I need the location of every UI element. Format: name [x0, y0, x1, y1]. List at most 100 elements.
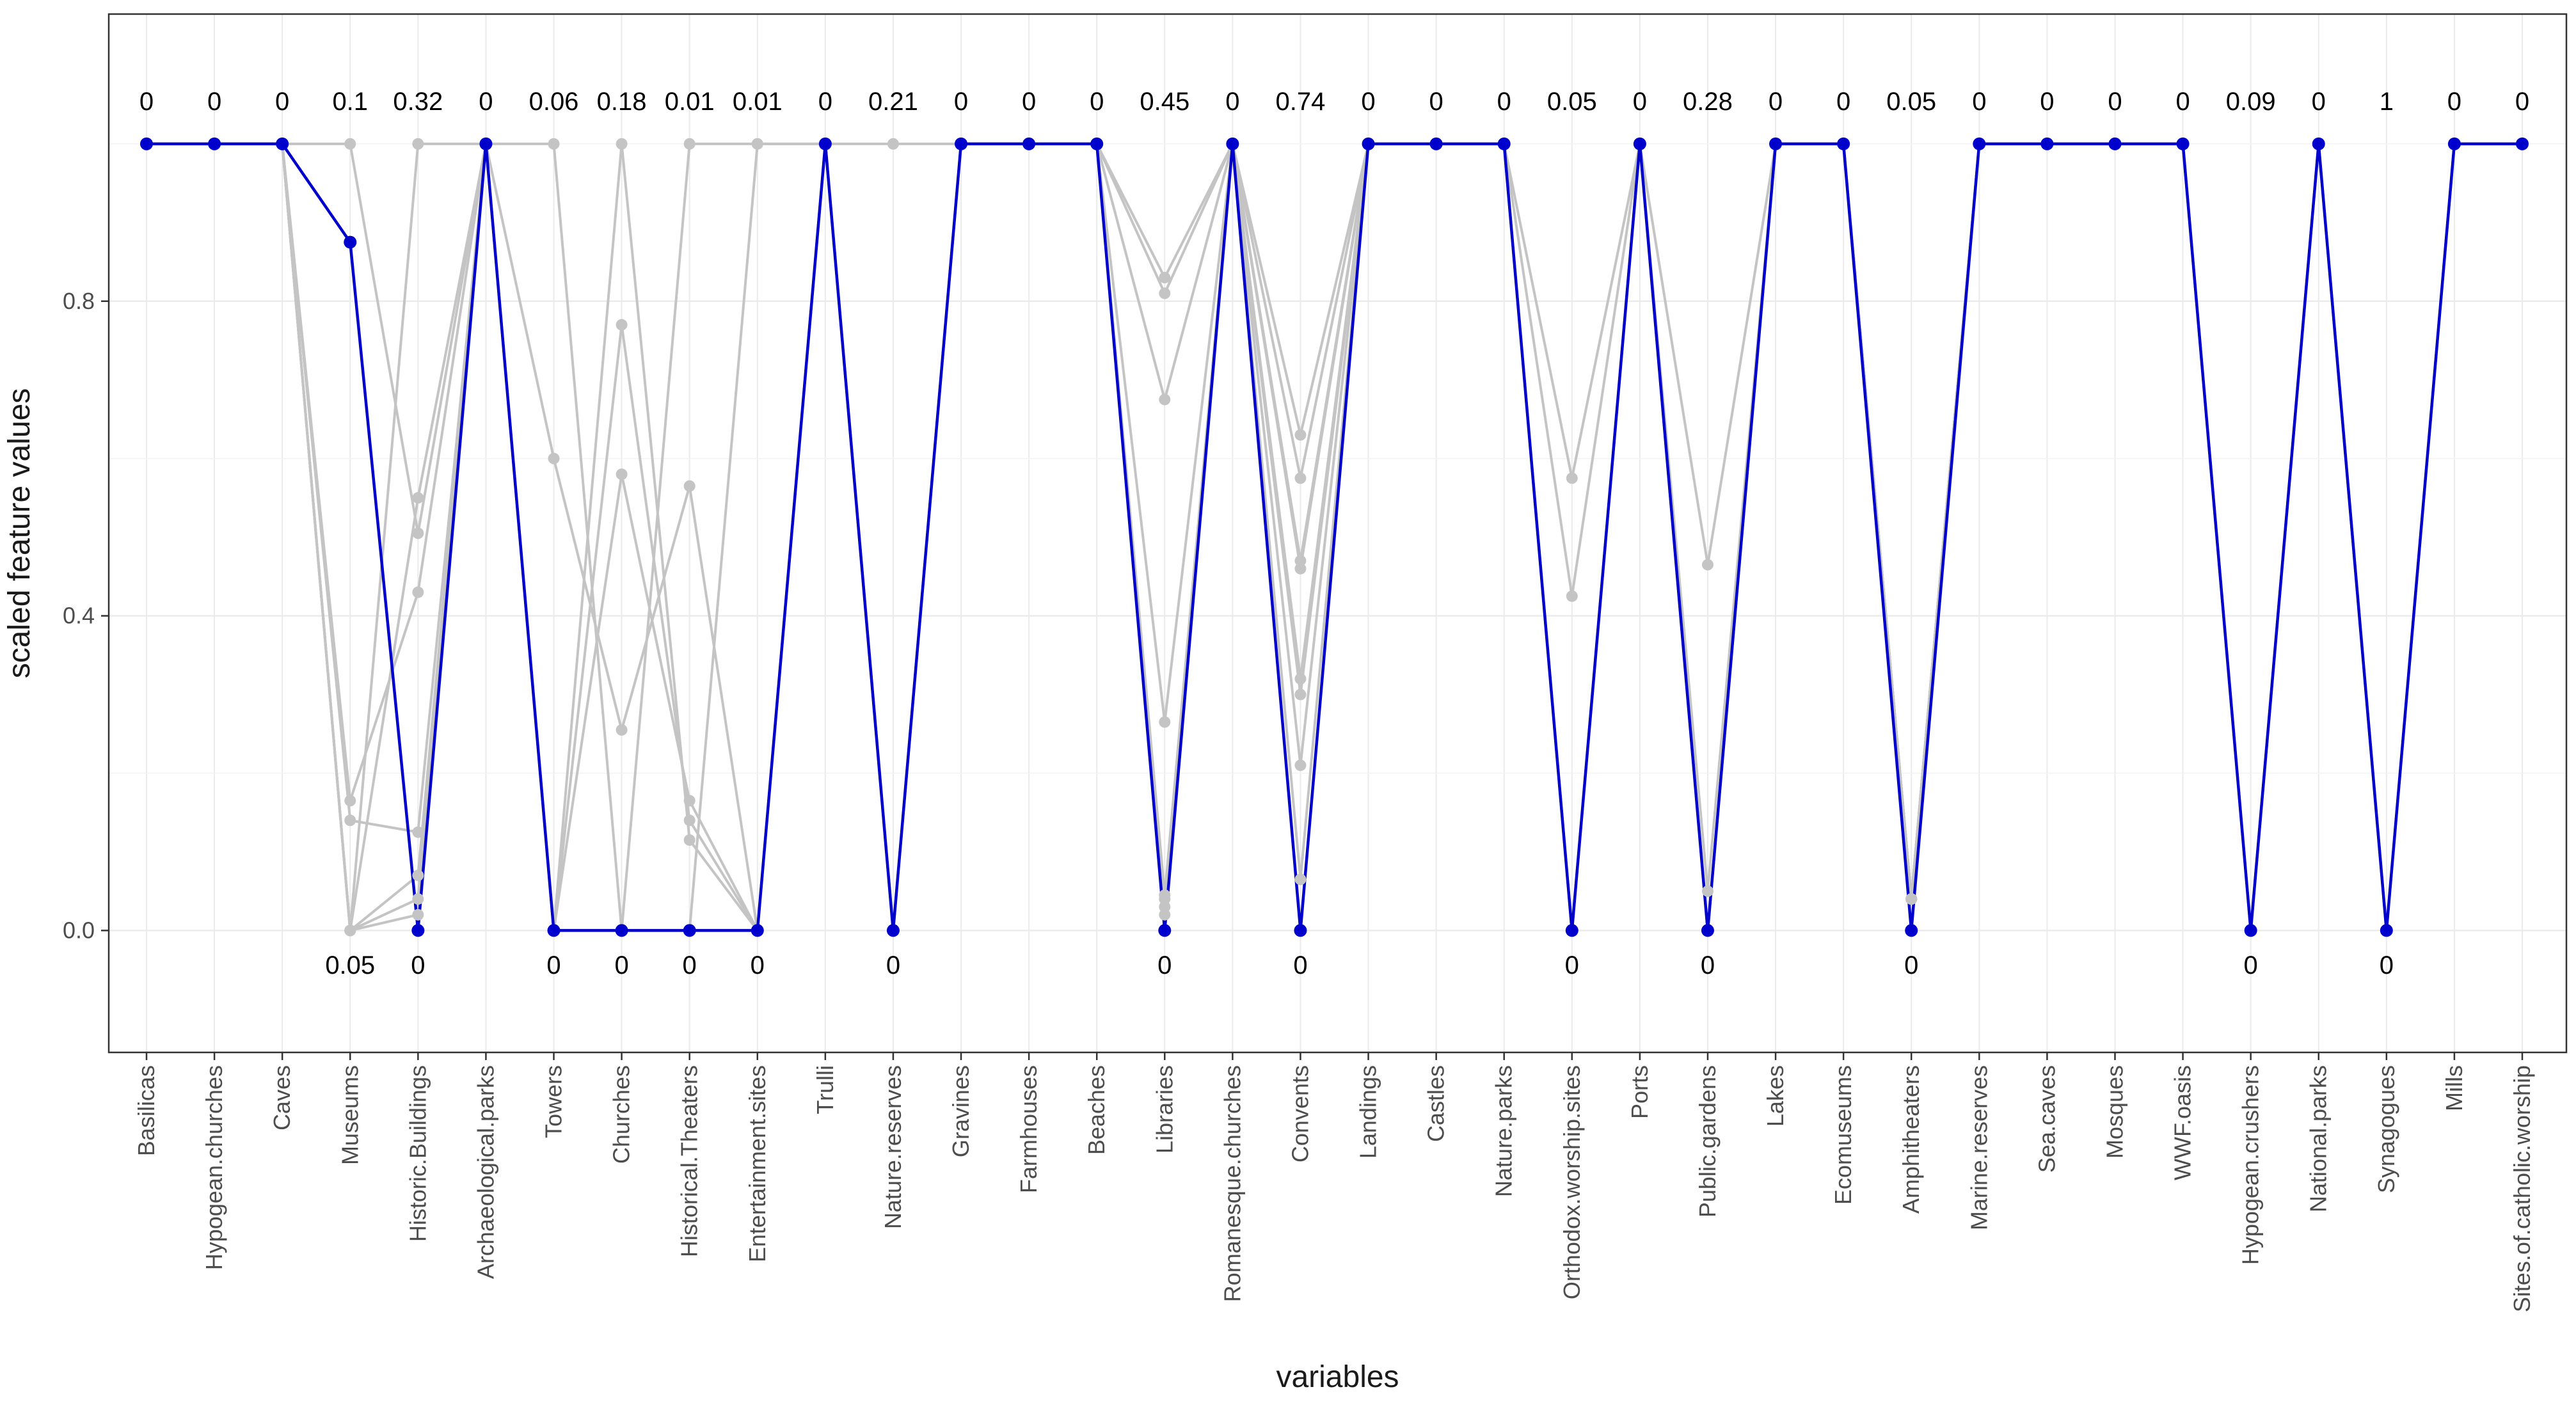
point-other-1-Orthodox.worship.sites [1566, 472, 1578, 484]
point-other-5-Nature.reserves [887, 138, 899, 150]
top-value-label: 0 [1361, 88, 1375, 116]
point-other-3-Churches [616, 468, 628, 480]
top-value-label: 0 [2108, 88, 2122, 116]
point-other-7-Convents [1294, 759, 1307, 772]
bottom-value-label: 0 [1157, 951, 1172, 979]
point-other-4-Museums [344, 814, 356, 827]
point-other-2-Churches [616, 724, 628, 736]
top-value-label: 0.21 [868, 88, 918, 116]
top-value-label: 0 [1022, 88, 1036, 116]
bottom-value-label: 0 [751, 951, 765, 979]
point-other-3-Libraries [1159, 393, 1171, 406]
x-tick-label: Orthodox.worship.sites [1559, 1065, 1585, 1299]
x-tick-label: Amphitheaters [1898, 1065, 1924, 1214]
point-highlighted-Ports [1633, 137, 1646, 150]
point-highlighted-Hypogean.crushers [2244, 924, 2257, 937]
top-value-label: 0.28 [1683, 88, 1733, 116]
point-other-8-Amphitheaters [1905, 893, 1918, 905]
point-other-3-Convents [1294, 555, 1307, 567]
x-tick-label: Churches [608, 1065, 635, 1164]
x-tick-label: Mills [2441, 1065, 2467, 1111]
top-value-label: 0.01 [733, 88, 783, 116]
x-tick-label: Farmhouses [1015, 1065, 1042, 1193]
x-axis-title: variables [1276, 1360, 1399, 1394]
top-value-label: 0 [1429, 88, 1443, 116]
bottom-value-label: 0 [683, 951, 697, 979]
point-highlighted-National.parks [2312, 137, 2325, 150]
point-highlighted-Sea.caves [2040, 137, 2054, 150]
bottom-value-label: 0 [546, 951, 561, 979]
x-tick-label: Ports [1626, 1065, 1653, 1119]
top-value-label: 0 [2447, 88, 2461, 116]
top-value-label: 0.18 [597, 88, 647, 116]
point-highlighted-Synagogues [2380, 924, 2393, 937]
point-highlighted-Public.gardens [1701, 924, 1714, 937]
x-tick-label: Museums [337, 1065, 363, 1165]
top-value-label: 0 [275, 88, 289, 116]
x-tick-label: Beaches [1083, 1065, 1109, 1155]
point-other-7-Historic.Buildings [412, 908, 424, 921]
point-other-8-Historic.Buildings [412, 138, 424, 150]
point-other-8-Libraries [1159, 908, 1171, 921]
x-tick-label: Synagogues [2373, 1065, 2399, 1193]
plot-panel [109, 14, 2566, 1052]
point-highlighted-WWF.oasis [2176, 137, 2190, 150]
point-other-3-Historic.Buildings [412, 586, 424, 598]
point-other-2-Convents [1294, 472, 1307, 484]
series-points [140, 137, 2529, 937]
point-other-4-Libraries [1159, 716, 1171, 728]
top-value-label: 0 [2175, 88, 2190, 116]
point-other-1-Historic.Buildings [412, 492, 424, 504]
point-highlighted-Towers [547, 924, 561, 937]
point-highlighted-Entertainment.sites [751, 924, 764, 937]
point-highlighted-Mills [2447, 137, 2461, 150]
bottom-value-label: 0 [411, 951, 425, 979]
x-tick-label: Convents [1287, 1065, 1313, 1162]
top-value-label: 0 [1090, 88, 1104, 116]
x-tick-label: Hypogean.crushers [2238, 1065, 2264, 1265]
point-other-5-Towers [548, 138, 560, 150]
point-other-1-Public.gardens [1701, 559, 1713, 571]
top-value-label: 0.1 [332, 88, 368, 116]
bottom-value-label: 0 [1701, 951, 1715, 979]
x-tick-label: Caves [269, 1065, 295, 1130]
point-other-8-Museums [344, 924, 356, 937]
x-tick-label: Historical.Theaters [676, 1065, 703, 1257]
point-other-2-Orthodox.worship.sites [1566, 590, 1578, 602]
x-tick-label: Ecomuseums [1830, 1065, 1856, 1205]
point-highlighted-Ecomuseums [1837, 137, 1850, 150]
point-highlighted-Landings [1362, 137, 1375, 150]
top-value-label: 0 [954, 88, 968, 116]
point-other-6-Historic.Buildings [412, 893, 424, 905]
point-other-3-Museums [344, 795, 356, 807]
bottom-value-label: 0 [2244, 951, 2258, 979]
plot-panel-border [107, 13, 2568, 1054]
x-tick-label: Nature.reserves [880, 1065, 906, 1229]
y-axis-title: scaled feature values [3, 388, 36, 679]
x-tick-label: Basilicas [133, 1065, 159, 1156]
top-value-label: 0 [1497, 88, 1511, 116]
point-highlighted-Archaeological.parks [479, 137, 493, 150]
series-lines [147, 142, 2522, 932]
point-other-4-Historical.Theaters [683, 834, 696, 846]
point-other-3-Historical.Theaters [683, 795, 696, 807]
top-value-label: 0 [2515, 88, 2529, 116]
point-highlighted-Amphitheaters [1905, 924, 1918, 937]
top-value-label: 0 [207, 88, 221, 116]
bottom-value-label: 0 [2380, 951, 2394, 979]
x-tick-label: Sites.of.catholic.worship [2509, 1065, 2535, 1312]
point-highlighted-Historic.Buildings [411, 924, 425, 937]
point-other-2-Public.gardens [1701, 885, 1713, 897]
x-tick-label: WWF.oasis [2170, 1065, 2196, 1180]
x-tick-label: Trulli [812, 1065, 838, 1114]
bottom-value-label: 0 [1293, 951, 1307, 979]
bottom-value-label: 0 [614, 951, 628, 979]
point-highlighted-Lakes [1769, 137, 1783, 150]
top-value-label: 1 [2380, 88, 2394, 116]
point-highlighted-Castles [1429, 137, 1443, 150]
x-tick-label: Sea.caves [2033, 1065, 2060, 1173]
point-highlighted-Marine.reserves [1973, 137, 1986, 150]
point-highlighted-Churches [615, 924, 628, 937]
top-value-label: 0 [139, 88, 154, 116]
point-highlighted-Mosques [2108, 137, 2122, 150]
